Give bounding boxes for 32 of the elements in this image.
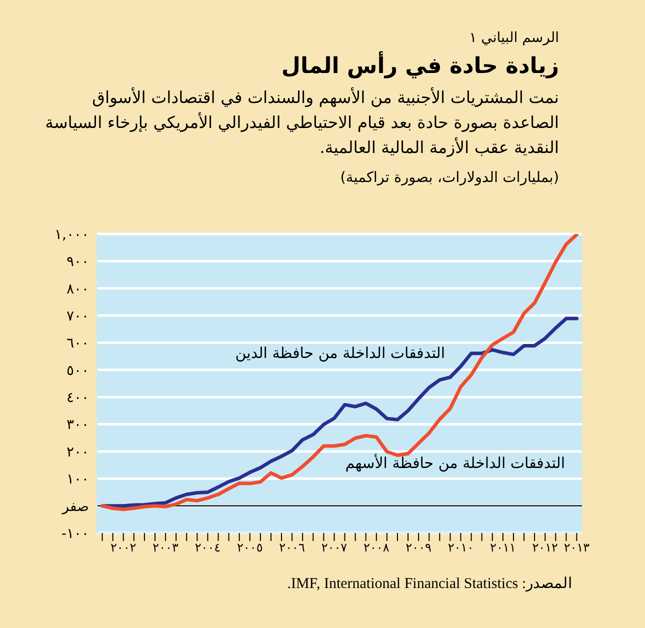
y-tick-label: ٤٠٠	[66, 390, 89, 406]
y-tick-label: صفر	[61, 498, 89, 515]
x-tick-label: ٢٠٠٣	[152, 540, 179, 555]
series-label: التدفقات الداخلة من حافظة الأسهم	[345, 454, 565, 472]
x-tick-label: ٢٠١٣	[564, 540, 590, 555]
x-tick-label: ٢٠١١	[490, 540, 516, 555]
x-tick-label: ٢٠١٠	[448, 540, 474, 555]
x-tick-label: ٢٠٠٥	[236, 540, 263, 555]
y-tick-label: ٦٠٠	[66, 336, 89, 352]
x-tick-label: ٢٠٠٨	[364, 540, 390, 555]
text: الرسم البياني ١	[468, 30, 559, 46]
x-tick-label: ٢٠١٢	[532, 540, 558, 555]
y-tick-label: ٢٠٠	[66, 444, 89, 460]
y-tick-label: -١٠٠	[61, 526, 89, 542]
text: المصدر: IMF, International Financial Statistics.	[287, 575, 572, 593]
x-tick-label: ٢٠٠٤	[194, 540, 221, 555]
y-axis-title: (بمليارات الدولارات، بصورة تراكمية)	[339, 170, 559, 186]
y-tick-label: ٩٠٠	[66, 254, 89, 270]
x-tick-label: ٢٠٠٦	[279, 540, 305, 555]
x-tick-label: ٢٠٠٩	[406, 540, 432, 555]
y-tick-label: ١٠٠	[66, 472, 89, 488]
x-tick-label: ٢٠٠٧	[321, 540, 348, 555]
x-tick-label: ٢٠٠٢	[110, 540, 136, 555]
y-tick-label: ١,٠٠٠	[54, 226, 89, 243]
line-series	[100, 234, 578, 512]
y-tick-label: ٣٠٠	[66, 417, 89, 434]
y-tick-label: ٧٠٠	[66, 308, 89, 325]
y-tick-label: ٥٠٠	[66, 362, 89, 379]
series-label: التدفقات الداخلة من حافظة الدين	[235, 344, 445, 362]
line-series	[100, 316, 578, 508]
y-tick-label: ٨٠٠	[66, 281, 89, 298]
chart-subtitle: نمت المشتريات الأجنبية من الأسهم والسندات في اقتصادات الأسواق الصاعدة بصورة حادة بعد قيام الاحتياطي الفيدرالي الأمريكي بإرخاء السياسة النقدية عقب الأزمة المالية العالمية.	[44, 86, 559, 159]
